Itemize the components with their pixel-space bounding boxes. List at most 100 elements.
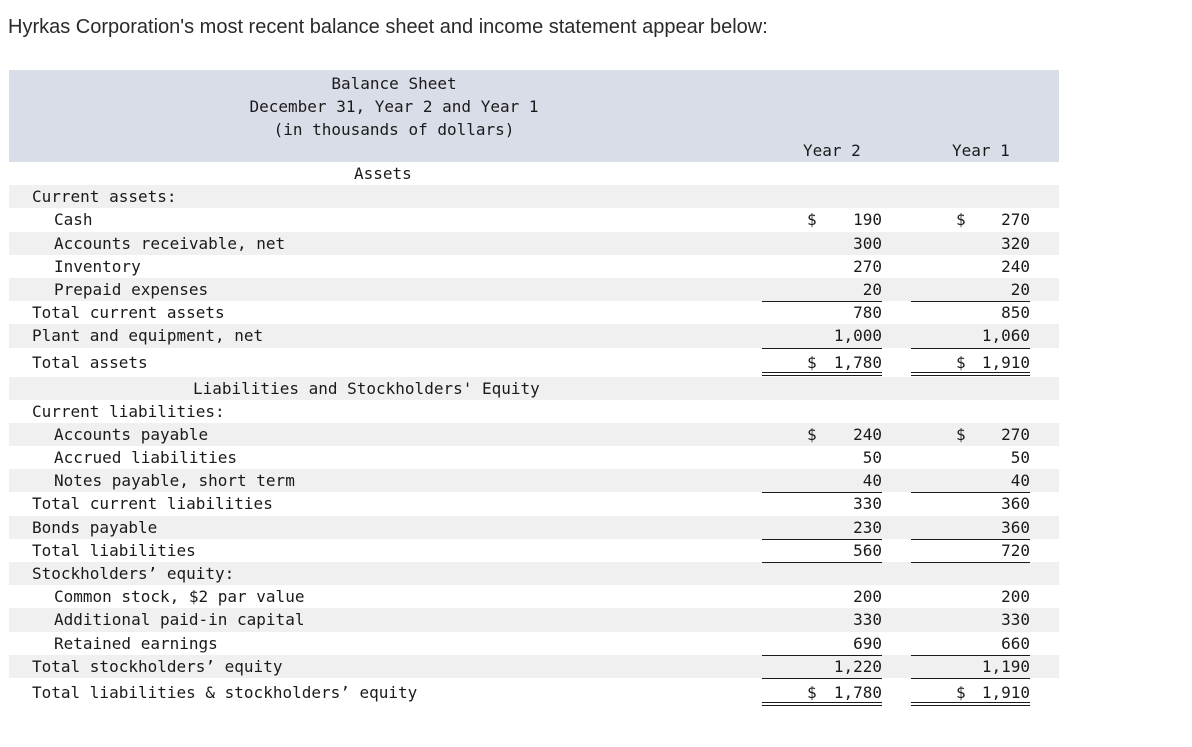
value-year1: 330 <box>1001 610 1030 630</box>
value-year1: 20 <box>1010 279 1030 299</box>
row-label: Accounts payable <box>54 424 209 444</box>
row-label: Notes payable, short term <box>54 471 295 491</box>
column-header-year1: Year 1 <box>952 141 1010 160</box>
row-label: Accounts receivable, net <box>54 233 286 253</box>
underline <box>762 654 882 656</box>
table-row: Prepaid expenses 20 20 <box>9 277 1059 302</box>
table-row: Accounts receivable, net 300 320 <box>9 231 1059 255</box>
intro-text: Hyrkas Corporation's most recent balance… <box>8 16 768 38</box>
table-row: Current liabilities: <box>9 400 1059 423</box>
table-row: Stockholders’ equity: <box>9 562 1059 586</box>
value-year2: 200 <box>853 587 882 607</box>
table-row: Total assets 1,780 1,910 <box>9 347 1059 377</box>
value-year2: 560 <box>853 540 882 560</box>
value-year2: 270 <box>853 256 882 276</box>
value-year2: 1,220 <box>833 656 882 676</box>
underline <box>911 492 1030 494</box>
row-label: Cash <box>54 210 93 230</box>
row-label: Total current assets <box>32 303 225 323</box>
value-year2: 330 <box>853 610 882 630</box>
row-label: Current assets: <box>32 187 177 207</box>
row-label: Common stock, $2 par value <box>54 587 305 607</box>
value-year1: 660 <box>1001 633 1030 653</box>
value-year1: 320 <box>1001 233 1030 253</box>
double-underline <box>762 371 882 376</box>
row-label: Total liabilities & stockholders’ equity <box>32 682 418 702</box>
value-year1: 240 <box>1001 256 1030 276</box>
underline <box>762 492 882 494</box>
table-title-block: Balance Sheet December 31, Year 2 and Ye… <box>9 72 709 141</box>
table-row: Cash 190 270 <box>9 208 1059 231</box>
table-row: Plant and equipment, net 1,000 1,060 <box>9 324 1059 348</box>
row-label: Total current liabilities <box>32 494 273 514</box>
row-label: Total stockholders’ equity <box>32 656 283 676</box>
row-label: Additional paid-in capital <box>54 610 305 630</box>
row-label: Stockholders’ equity: <box>32 564 235 583</box>
double-underline <box>911 701 1030 706</box>
value-year1: 720 <box>1001 540 1030 560</box>
table-row: Inventory 270 240 <box>9 255 1059 278</box>
value-year1: 360 <box>1001 494 1030 514</box>
value-year2: 1,780 <box>762 348 882 377</box>
section-label: Assets <box>354 164 412 183</box>
table-row: Total stockholders’ equity 1,220 1,190 <box>9 654 1059 678</box>
value-year2: 1,000 <box>833 326 882 346</box>
value-year2: 780 <box>853 303 882 323</box>
value-year1: 1,190 <box>981 656 1030 676</box>
section-heading-liabilities: Liabilities and Stockholders' Equity <box>9 376 1059 400</box>
sheet-date: December 31, Year 2 and Year 1 <box>249 97 539 116</box>
section-label: Liabilities and Stockholders' Equity <box>193 378 540 398</box>
table-row: Total current liabilities 330 360 <box>9 492 1059 515</box>
table-row: Retained earnings 690 660 <box>9 632 1059 655</box>
row-label: Inventory <box>54 256 141 276</box>
table-row: Notes payable, short term 40 40 <box>9 469 1059 493</box>
balance-sheet-table: Balance Sheet December 31, Year 2 and Ye… <box>9 70 1059 707</box>
value-year1: 270 <box>911 423 1030 446</box>
row-label: Current liabilities: <box>32 401 225 421</box>
table-row: Additional paid-in capital 330 330 <box>9 608 1059 632</box>
table-row: Accounts payable 240 270 <box>9 422 1059 446</box>
value-year2: 50 <box>862 448 882 468</box>
value-year2: 240 <box>762 423 882 446</box>
value-year2: 230 <box>853 517 882 537</box>
double-underline <box>762 701 882 706</box>
underline <box>911 654 1030 656</box>
underline <box>911 562 1030 563</box>
value-year1: 1,910 <box>911 678 1030 707</box>
sheet-units: (in thousands of dollars) <box>273 120 515 139</box>
table-header: Balance Sheet December 31, Year 2 and Ye… <box>9 70 1059 162</box>
column-header-year2: Year 2 <box>803 141 861 160</box>
table-row: Bonds payable 230 360 <box>9 515 1059 539</box>
underline <box>762 301 882 303</box>
value-year1: 360 <box>1001 517 1030 537</box>
value-year1: 40 <box>1010 471 1030 491</box>
table-row: Current assets: <box>9 185 1059 209</box>
value-year2: 690 <box>853 633 882 653</box>
value-year2: 190 <box>762 208 882 231</box>
value-year2: 330 <box>853 494 882 514</box>
value-year1: 1,060 <box>981 326 1030 346</box>
row-label: Retained earnings <box>54 633 218 653</box>
sheet-title: Balance Sheet <box>331 74 457 93</box>
table-row: Total liabilities & stockholders’ equity… <box>9 677 1059 707</box>
underline <box>911 301 1030 303</box>
value-year1: 1,910 <box>911 348 1030 377</box>
value-year1: 850 <box>1001 303 1030 323</box>
table-row: Accrued liabilities 50 50 <box>9 446 1059 469</box>
value-year1: 50 <box>1010 448 1030 468</box>
row-label: Accrued liabilities <box>54 448 238 468</box>
value-year1: 200 <box>1001 587 1030 607</box>
value-year1: 270 <box>911 208 1030 231</box>
underline <box>762 538 882 540</box>
table-row: Total current assets 780 850 <box>9 301 1059 324</box>
row-label: Plant and equipment, net <box>32 326 264 346</box>
row-label: Bonds payable <box>32 517 158 537</box>
double-underline <box>911 371 1030 376</box>
table-row: Total liabilities 560 720 <box>9 538 1059 562</box>
value-year2: 1,780 <box>762 678 882 707</box>
section-heading-assets: Assets <box>9 162 1059 185</box>
underline <box>762 562 882 563</box>
value-year2: 40 <box>862 471 882 491</box>
value-year2: 300 <box>853 233 882 253</box>
value-year2: 20 <box>862 279 882 299</box>
